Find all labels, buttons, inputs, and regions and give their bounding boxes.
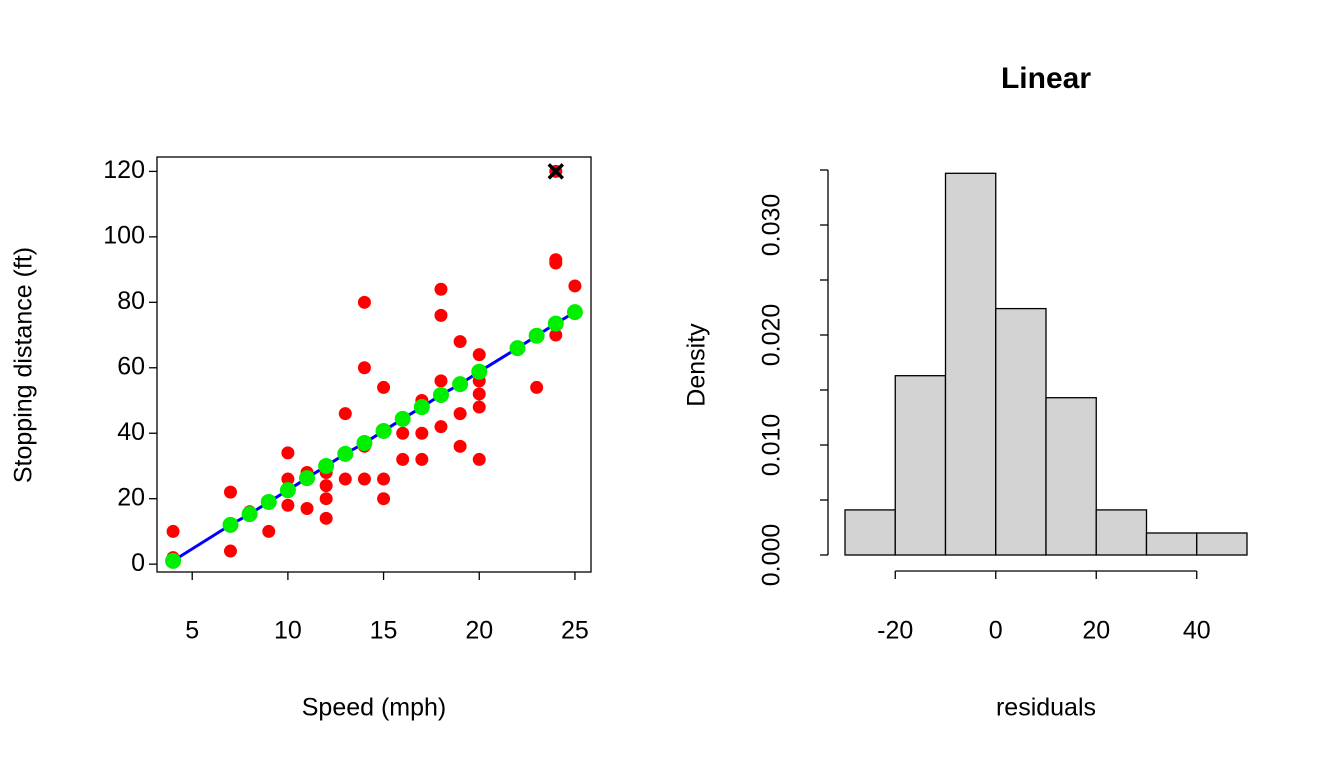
fitted-point <box>165 552 182 569</box>
y-axis-label: Stopping distance (ft) <box>10 247 38 483</box>
bar <box>1095 509 1148 556</box>
bar <box>894 375 947 556</box>
data-point <box>472 452 486 466</box>
data-point <box>166 524 180 538</box>
data-point <box>453 439 467 453</box>
bar <box>1196 532 1248 556</box>
bar <box>844 509 896 556</box>
data-point <box>281 498 295 512</box>
x-tick-label: 0 <box>989 617 1003 645</box>
fitted-point <box>471 363 488 380</box>
chart-title: Linear <box>1001 62 1091 95</box>
data-point <box>262 524 276 538</box>
data-point <box>338 407 352 421</box>
plot-box <box>156 156 592 573</box>
x-tick-label: 10 <box>274 617 302 645</box>
data-point <box>415 452 429 466</box>
data-point <box>530 380 544 394</box>
fitted-point <box>528 327 545 344</box>
data-point <box>300 502 314 516</box>
data-point <box>357 472 371 486</box>
y-tick-label: 120 <box>103 156 145 184</box>
fitted-point <box>509 340 526 357</box>
fitted-point <box>241 506 258 523</box>
data-point <box>434 282 448 296</box>
data-point <box>319 479 333 493</box>
data-point <box>434 374 448 388</box>
fitted-point <box>452 376 469 393</box>
x-tick-label: 25 <box>561 617 589 645</box>
y-tick-label: 0.020 <box>758 304 786 367</box>
y-tick-label: 100 <box>103 221 145 249</box>
fitted-point <box>337 445 354 462</box>
y-tick-label: 60 <box>117 352 145 380</box>
y-tick-label: 0 <box>131 549 145 577</box>
fitted-point <box>222 516 239 533</box>
bar <box>944 172 997 556</box>
x-axis-label: residuals <box>996 694 1096 722</box>
fitted-point <box>356 435 373 452</box>
x-tick-label: -20 <box>877 617 913 645</box>
y-axis-label: Density <box>683 323 711 407</box>
x-axis-label: Speed (mph) <box>302 694 447 722</box>
bar <box>1145 532 1198 556</box>
data-point <box>472 348 486 362</box>
fitted-point <box>279 482 296 499</box>
data-point <box>453 407 467 421</box>
fitted-point <box>566 304 583 321</box>
x-tick-label: 15 <box>370 617 398 645</box>
data-point <box>415 426 429 440</box>
data-point <box>377 380 391 394</box>
data-point <box>472 400 486 414</box>
fitted-point <box>547 315 564 332</box>
fitted-point <box>260 493 277 510</box>
data-point <box>434 420 448 434</box>
y-tick-label: 0.000 <box>758 524 786 587</box>
data-point <box>223 544 237 558</box>
y-tick-label: 20 <box>117 483 145 511</box>
fitted-point <box>299 470 316 487</box>
data-point <box>319 492 333 506</box>
data-point <box>396 452 410 466</box>
data-point <box>549 253 563 267</box>
data-point <box>377 492 391 506</box>
bar <box>995 307 1047 556</box>
data-point <box>281 446 295 460</box>
outlier-marker <box>547 163 565 180</box>
data-point <box>396 426 410 440</box>
data-point <box>357 295 371 309</box>
bar <box>1045 397 1097 556</box>
y-tick-label: 40 <box>117 418 145 446</box>
y-tick-label: 0.030 <box>758 194 786 257</box>
data-point <box>377 472 391 486</box>
data-point <box>549 328 563 342</box>
fitted-point <box>318 457 335 474</box>
x-tick-label: 20 <box>1082 617 1110 645</box>
data-point <box>223 485 237 499</box>
data-point <box>568 279 582 293</box>
x-tick-label: 40 <box>1183 617 1211 645</box>
fitted-point <box>432 386 449 403</box>
fitted-point <box>413 399 430 416</box>
fitted-point <box>375 422 392 439</box>
y-tick-label: 0.010 <box>758 414 786 477</box>
data-point <box>434 308 448 322</box>
x-tick-label: 20 <box>465 617 493 645</box>
data-point <box>472 387 486 401</box>
data-point <box>319 511 333 525</box>
x-tick-label: 5 <box>185 617 199 645</box>
fitted-point <box>394 410 411 427</box>
data-point <box>338 472 352 486</box>
data-point <box>281 472 295 486</box>
y-tick-label: 80 <box>117 287 145 315</box>
data-point <box>357 361 371 375</box>
data-point <box>453 335 467 349</box>
